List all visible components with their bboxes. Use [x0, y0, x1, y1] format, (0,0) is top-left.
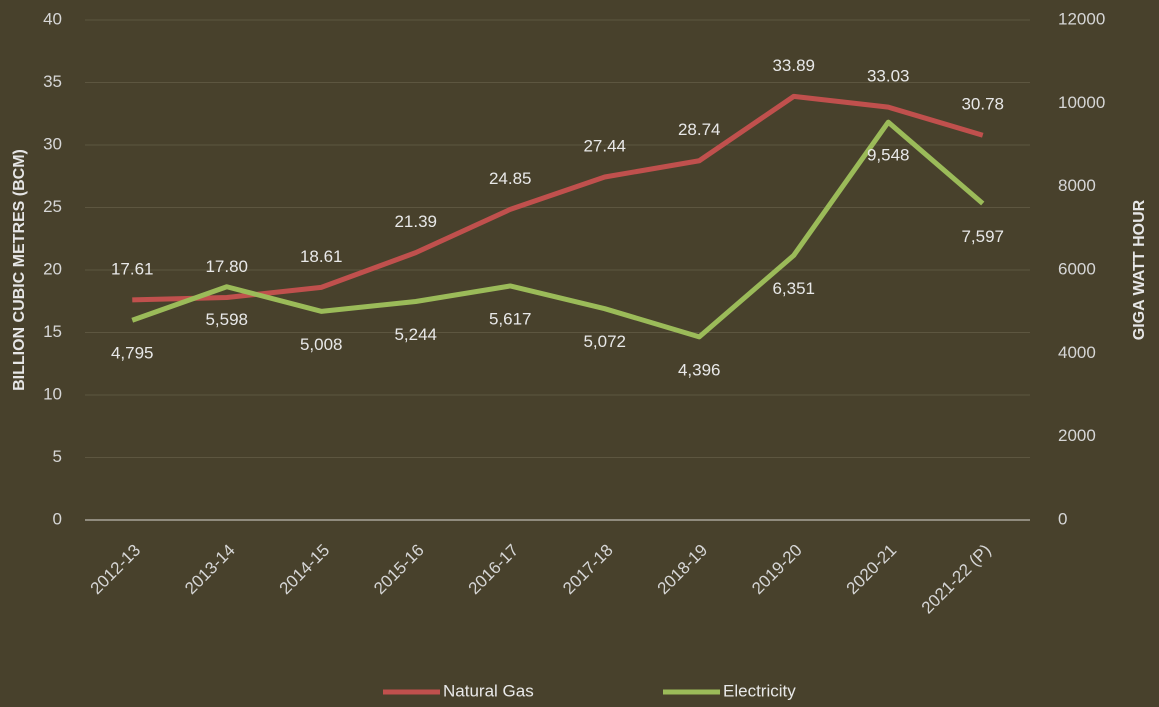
legend-label: Electricity	[723, 681, 796, 700]
data-label: 17.61	[111, 259, 154, 278]
data-label: 30.78	[961, 95, 1004, 114]
data-label: 5,244	[394, 325, 437, 344]
data-label: 5,598	[205, 310, 248, 329]
y-tick-label: 25	[43, 197, 62, 216]
data-label: 33.03	[867, 67, 910, 86]
data-label: 28.74	[678, 120, 721, 139]
data-label: 4,396	[678, 360, 721, 379]
y2-tick-label: 10000	[1058, 93, 1105, 112]
series-line	[132, 93, 984, 303]
y-tick-label: 0	[53, 509, 62, 528]
data-label: 27.44	[583, 136, 626, 155]
data-label: 6,351	[772, 279, 815, 298]
data-label: 5,008	[300, 335, 343, 354]
data-label: 21.39	[394, 212, 437, 231]
y2-tick-label: 4000	[1058, 343, 1096, 362]
data-label: 5,072	[583, 332, 626, 351]
y-tick-label: 15	[43, 322, 62, 341]
y-tick-label: 10	[43, 384, 62, 403]
y2-tick-label: 12000	[1058, 9, 1105, 28]
data-label: 17.80	[205, 257, 248, 276]
y2-tick-label: 8000	[1058, 176, 1096, 195]
legend-label: Natural Gas	[443, 681, 534, 700]
y-tick-label: 35	[43, 72, 62, 91]
y2-tick-label: 2000	[1058, 426, 1096, 445]
y2-tick-label: 0	[1058, 509, 1067, 528]
y2-tick-label: 6000	[1058, 259, 1096, 278]
y-tick-label: 40	[43, 9, 62, 28]
data-label: 9,548	[867, 146, 910, 165]
y-tick-label: 5	[53, 447, 62, 466]
data-label: 33.89	[772, 56, 815, 75]
series-line	[131, 119, 985, 340]
data-label: 18.61	[300, 247, 343, 266]
y-axis-title: BILLION CUBIC METRES (BCM)	[11, 149, 28, 391]
data-label: 5,617	[489, 309, 532, 328]
data-label: 4,795	[111, 344, 154, 363]
y2-axis-title: GIGA WATT HOUR	[1131, 199, 1148, 340]
data-label: 7,597	[961, 227, 1004, 246]
data-label: 24.85	[489, 169, 532, 188]
y-tick-label: 20	[43, 259, 62, 278]
y-tick-label: 30	[43, 134, 62, 153]
